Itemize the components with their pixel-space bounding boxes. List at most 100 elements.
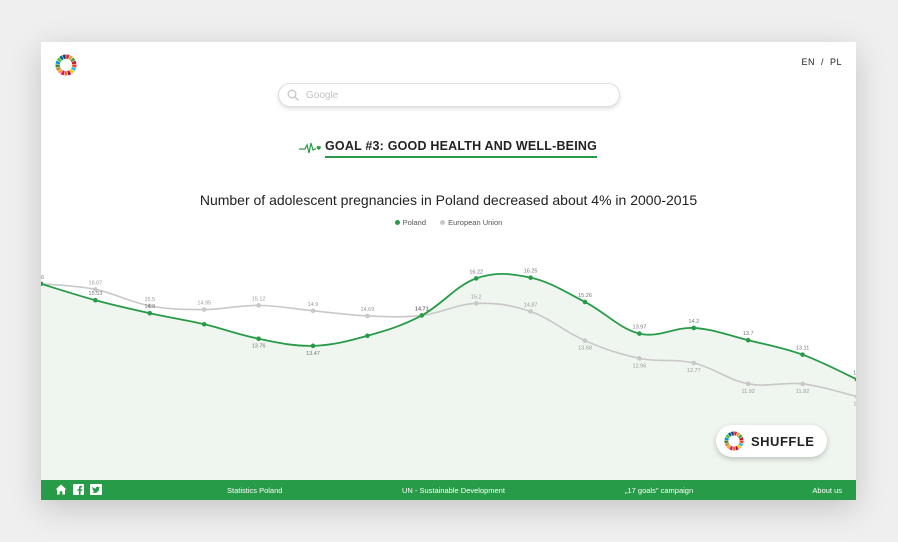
data-label-poland: 16.22 bbox=[469, 269, 483, 275]
sdg-wheel-logo[interactable] bbox=[55, 54, 77, 76]
data-point-poland[interactable] bbox=[201, 321, 207, 327]
data-point-eu[interactable] bbox=[582, 338, 588, 343]
data-point-poland[interactable] bbox=[745, 337, 751, 343]
series-line-poland bbox=[41, 272, 856, 380]
data-label-eu: 14.87 bbox=[524, 303, 538, 309]
wheel-segment bbox=[60, 70, 65, 76]
goal-heading: GOAL #3: GOOD HEALTH AND WELL-BEING bbox=[299, 139, 599, 158]
wheel-segment bbox=[71, 60, 77, 65]
wheel-segment bbox=[737, 444, 742, 449]
wheel-segment bbox=[72, 64, 77, 68]
footer-link-statistics-poland[interactable]: Statistics Poland bbox=[227, 486, 283, 495]
data-point-poland[interactable] bbox=[310, 343, 316, 349]
data-point-poland[interactable] bbox=[93, 297, 98, 303]
data-point-eu[interactable] bbox=[745, 381, 751, 387]
wheel-segment bbox=[734, 431, 738, 436]
app-window: EN / PL GOAL #3: GOOD HEALTH AND WELL-BEIN… bbox=[41, 42, 856, 500]
series-line-eu bbox=[41, 282, 856, 398]
data-point-eu[interactable] bbox=[854, 394, 856, 399]
legend-item-poland[interactable]: Poland bbox=[394, 218, 426, 227]
footer-link-un-sustainable-development[interactable]: UN - Sustainable Development bbox=[402, 486, 505, 495]
data-point-poland[interactable] bbox=[256, 336, 261, 342]
footer-link-about-us[interactable]: About us bbox=[812, 486, 842, 495]
legend-label-eu: European Union bbox=[448, 218, 503, 227]
data-label-poland: 16.25 bbox=[524, 269, 538, 275]
lang-separator: / bbox=[820, 57, 824, 67]
wheel-segment bbox=[55, 64, 60, 68]
wheel-segment bbox=[735, 445, 739, 451]
data-point-eu[interactable] bbox=[473, 301, 479, 306]
wheel-segment bbox=[724, 440, 729, 444]
home-icon[interactable] bbox=[55, 484, 67, 495]
legend-dot-poland bbox=[394, 219, 400, 225]
goal-title[interactable]: GOAL #3: GOOD HEALTH AND WELL-BEING bbox=[325, 139, 598, 158]
data-label-poland: 14.71 bbox=[415, 306, 429, 312]
data-label-eu: 15.5 bbox=[144, 297, 155, 303]
poland-area-fill bbox=[41, 273, 856, 480]
data-point-poland[interactable] bbox=[41, 281, 44, 287]
data-point-eu[interactable] bbox=[528, 309, 533, 314]
data-point-poland[interactable] bbox=[582, 299, 588, 305]
data-label-poland: 15.26 bbox=[578, 293, 592, 299]
data-label-eu: 12.77 bbox=[687, 368, 701, 374]
wheel-segment bbox=[724, 437, 729, 441]
data-point-poland[interactable] bbox=[419, 313, 425, 318]
data-point-eu[interactable] bbox=[256, 303, 261, 308]
wheel-segment bbox=[724, 442, 730, 447]
data-label-poland: 13.7 bbox=[743, 331, 754, 337]
twitter-icon[interactable] bbox=[90, 484, 102, 495]
data-point-eu[interactable] bbox=[310, 308, 316, 314]
data-label-poland: 16 bbox=[41, 275, 44, 281]
data-label-eu: 15.2 bbox=[471, 294, 482, 300]
lang-en-link[interactable]: EN bbox=[801, 57, 815, 67]
wheel-segment bbox=[71, 66, 77, 72]
data-point-poland[interactable] bbox=[854, 377, 856, 382]
data-point-eu[interactable] bbox=[365, 313, 370, 319]
data-point-poland[interactable] bbox=[800, 352, 805, 357]
data-point-eu[interactable] bbox=[637, 356, 642, 361]
data-point-eu[interactable] bbox=[800, 381, 805, 387]
wheel-segment bbox=[56, 57, 62, 63]
data-label-eu: 11.92 bbox=[796, 389, 809, 395]
data-point-eu[interactable] bbox=[201, 307, 207, 312]
wheel-segment bbox=[732, 446, 736, 451]
data-label-eu: 11.92 bbox=[742, 389, 755, 395]
legend-item-eu[interactable]: European Union bbox=[440, 218, 502, 227]
shuffle-button[interactable]: SHUFFLE bbox=[716, 425, 827, 457]
wheel-segment bbox=[62, 54, 66, 60]
wheel-segment bbox=[726, 444, 731, 449]
data-label-poland: 14.2 bbox=[688, 319, 699, 325]
wheel-segment bbox=[57, 68, 63, 74]
lang-pl-link[interactable]: PL bbox=[829, 57, 842, 67]
data-label-poland: 13.47 bbox=[306, 351, 320, 357]
wheel-segment bbox=[69, 68, 75, 74]
search-icon bbox=[287, 89, 299, 101]
data-label-eu: 13.68 bbox=[578, 346, 592, 352]
data-point-poland[interactable] bbox=[691, 325, 697, 331]
data-label-eu: 15.12 bbox=[252, 296, 266, 302]
sdg-wheel-icon bbox=[724, 431, 744, 451]
data-point-eu[interactable] bbox=[93, 287, 98, 292]
data-point-poland[interactable] bbox=[473, 276, 479, 281]
data-point-poland[interactable] bbox=[147, 310, 153, 316]
wheel-segment bbox=[68, 55, 73, 61]
data-point-poland[interactable] bbox=[528, 275, 533, 280]
chart-legend: Poland European Union bbox=[41, 218, 856, 227]
chart-headline: Number of adolescent pregnancies in Pola… bbox=[199, 192, 698, 208]
data-label-poland: 12. bbox=[853, 370, 856, 376]
wheel-segment bbox=[70, 57, 76, 63]
data-point-poland[interactable] bbox=[637, 331, 642, 336]
area-chart: 16.07 15.5 14.95 15.12 14.9 14.69 15.2 14.87 13.… bbox=[41, 269, 856, 480]
data-label-poland: 13.97 bbox=[633, 325, 647, 331]
facebook-icon[interactable] bbox=[73, 484, 84, 495]
data-point-poland[interactable] bbox=[365, 333, 370, 339]
wheel-segment bbox=[67, 70, 72, 76]
search-input[interactable] bbox=[304, 87, 608, 104]
footer-link-17-goals-campaign[interactable]: „17 goals" campaign bbox=[625, 486, 694, 495]
data-point-eu[interactable] bbox=[147, 303, 153, 309]
heartbeat-icon bbox=[299, 142, 321, 154]
wheel-segment bbox=[64, 71, 68, 76]
search-box[interactable] bbox=[278, 83, 620, 107]
data-point-eu[interactable] bbox=[691, 360, 697, 366]
social-icons bbox=[55, 484, 102, 495]
